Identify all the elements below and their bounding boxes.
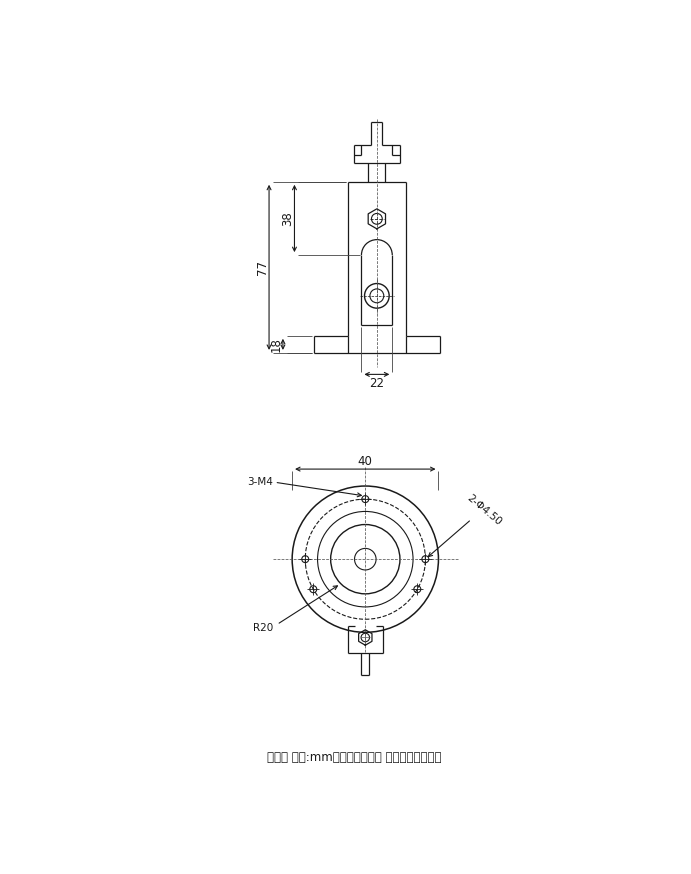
Text: 40: 40: [358, 454, 372, 468]
Text: 2-Φ4.50: 2-Φ4.50: [466, 493, 504, 527]
Text: （注： 单位:mm，纯手工测量， 存在一定误差。）: （注： 单位:mm，纯手工测量， 存在一定误差。）: [267, 752, 441, 765]
Text: 18: 18: [269, 336, 283, 352]
Text: R20: R20: [253, 623, 273, 634]
Text: 38: 38: [281, 212, 294, 225]
Text: 22: 22: [370, 377, 384, 390]
Text: 77: 77: [256, 260, 269, 274]
Text: 3-M4: 3-M4: [247, 477, 273, 487]
